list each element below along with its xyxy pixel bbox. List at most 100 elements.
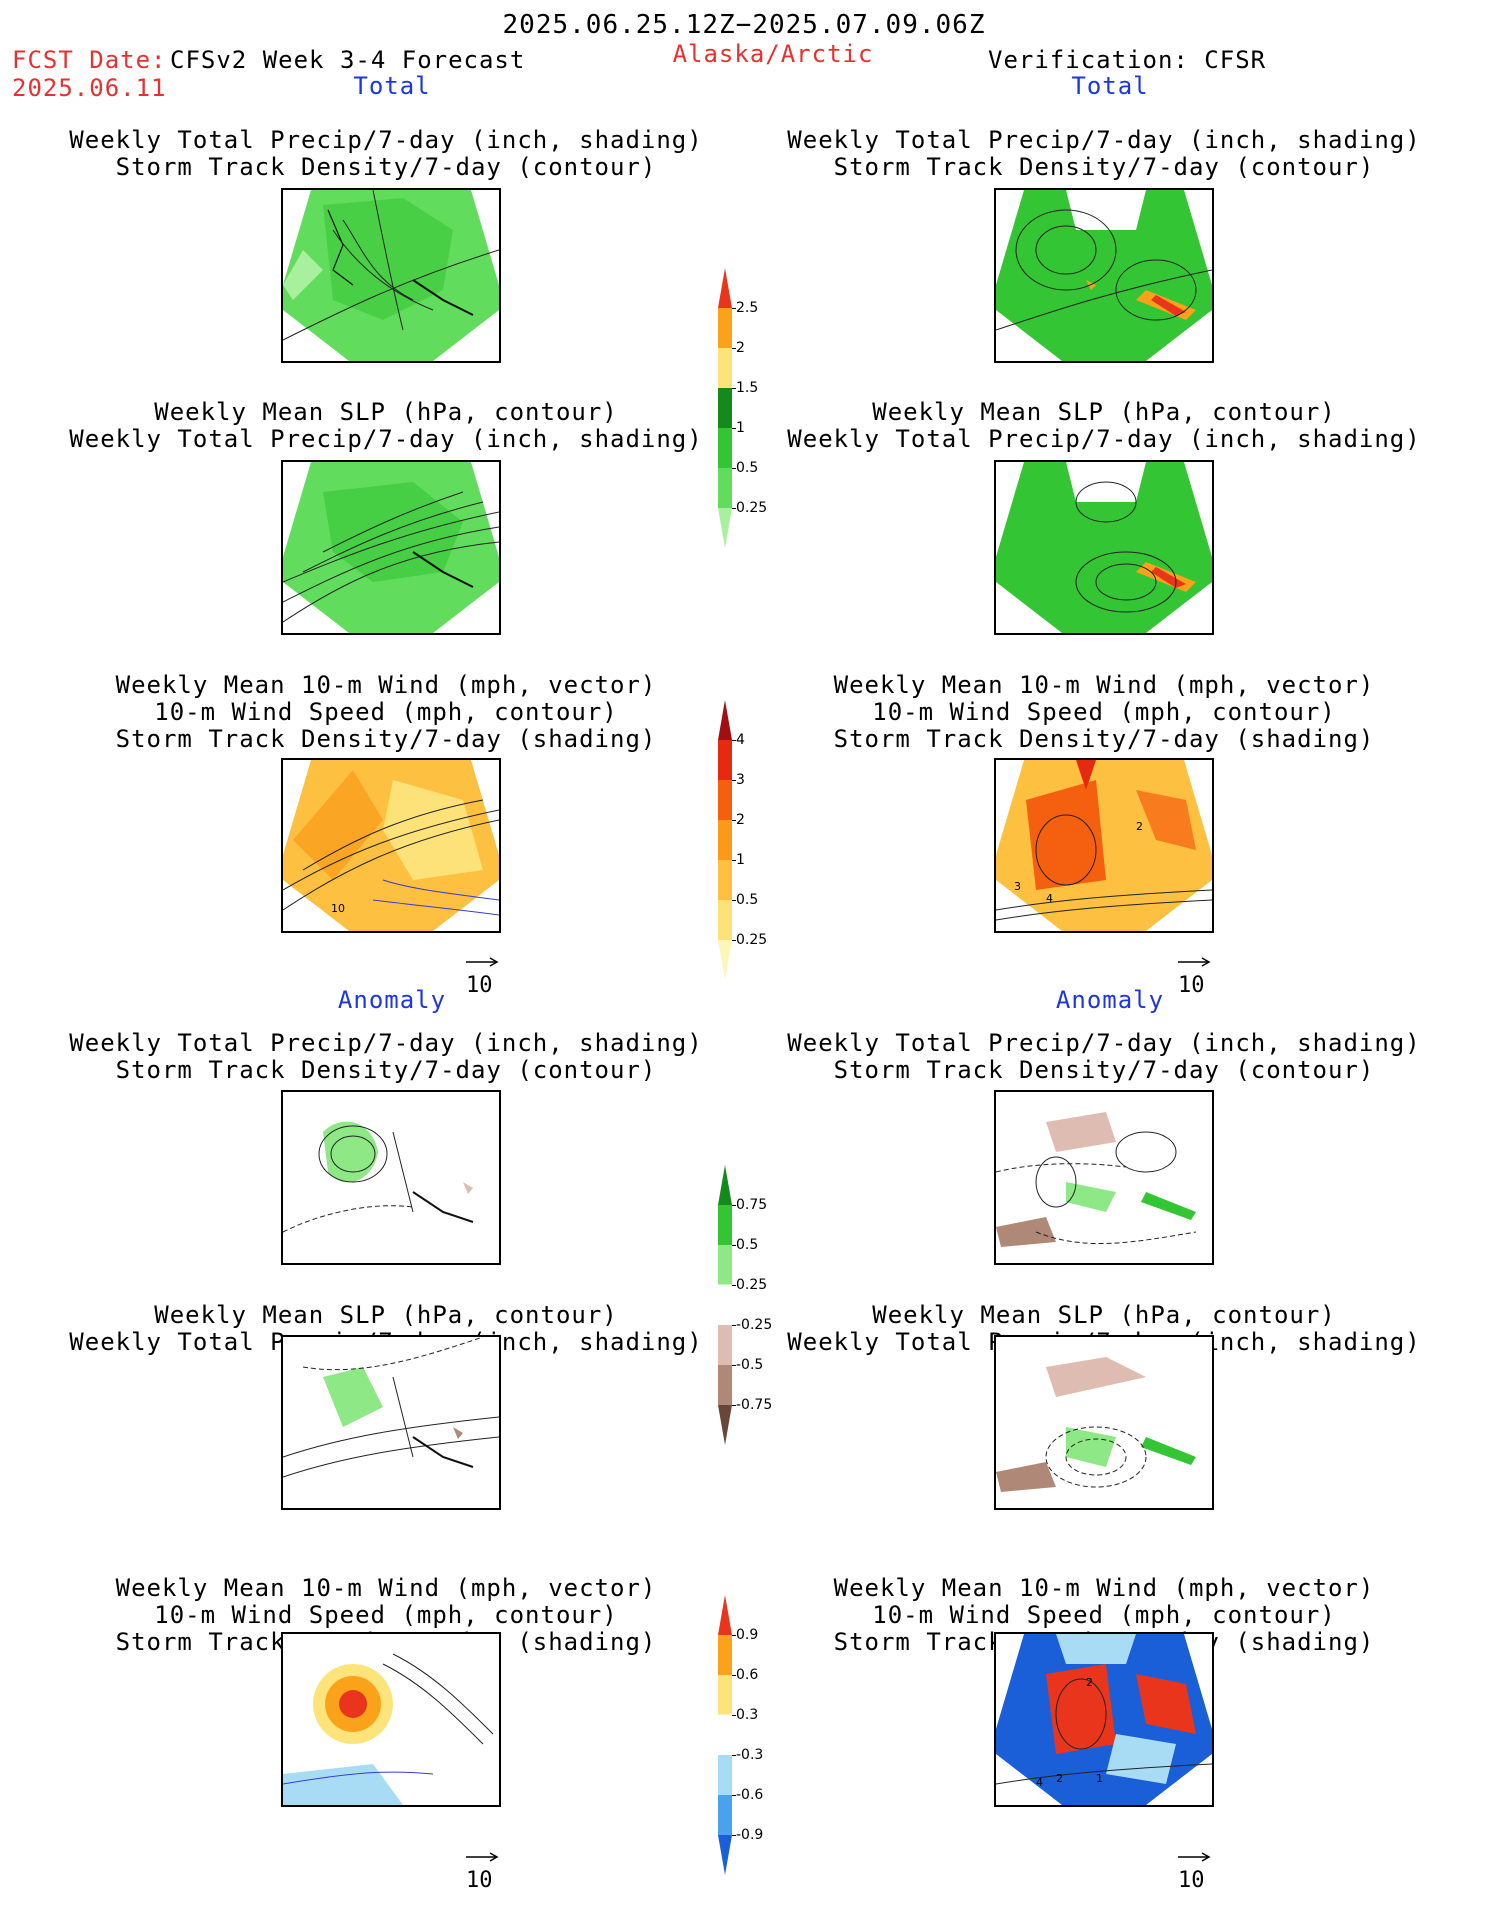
contour-label: 2	[1136, 820, 1143, 833]
colorbar-segment	[718, 1325, 732, 1365]
vector-ref-label: 10	[1178, 973, 1205, 998]
colorbar-tick-label: -0.9	[736, 1827, 764, 1843]
map-total-wind-storm-verification: 3 4 2	[994, 758, 1214, 933]
colorbar-segment	[718, 780, 732, 820]
title-precip-storm-l2: Weekly Total Precip/7-day (inch, shading…	[69, 1029, 703, 1084]
title-wind-storm-r1: Weekly Mean 10-m Wind (mph, vector) 10-m …	[833, 671, 1375, 753]
colorbar-tick-label: 0.5	[736, 892, 759, 908]
colorbar-segment	[718, 1165, 732, 1205]
colorbar-tick-label: 0.5	[736, 460, 759, 476]
map-anom-slp-precip-verification	[994, 1335, 1214, 1510]
colorbar-tick	[732, 900, 736, 901]
section-total-right: Total	[1071, 72, 1149, 100]
colorbar-tick	[732, 1285, 736, 1286]
title-wind-storm-l2: Weekly Mean 10-m Wind (mph, vector) 10-m …	[115, 1574, 657, 1656]
colorbar-tick	[732, 1405, 736, 1406]
vector-ref-label: 10	[1178, 1868, 1205, 1893]
colorbar-tick	[732, 348, 736, 349]
map-total-wind-storm-forecast: 10	[281, 758, 501, 933]
colorbar-tick	[732, 508, 736, 509]
region-label: Alaska/Arctic	[672, 40, 874, 68]
contour-label: 3	[1014, 880, 1021, 893]
title-wind-storm-l1: Weekly Mean 10-m Wind (mph, vector) 10-m …	[115, 671, 657, 753]
colorbar-tick-label: 4	[736, 732, 745, 748]
colorbar-storm-total: 4 3 2 1 0.5 0.25	[718, 700, 767, 986]
colorbar-segment	[717, 1714, 733, 1756]
vector-ref-label: 10	[466, 1868, 493, 1893]
verification-label: Verification: CFSR	[988, 46, 1267, 74]
colorbar-tick-label: 1.5	[736, 380, 759, 396]
map-anom-precip-storm-verification	[994, 1090, 1214, 1265]
colorbar-segment	[718, 900, 732, 940]
colorbar-segment	[718, 308, 732, 348]
colorbar-tick	[732, 1635, 736, 1636]
colorbar-tick	[732, 740, 736, 741]
colorbar-tick	[732, 820, 736, 821]
colorbar-tick-label: 0.25	[736, 500, 768, 516]
map-total-precip-storm-verification	[994, 188, 1214, 363]
colorbar-tick-label: -0.5	[736, 1357, 764, 1373]
vector-ref-label: 10	[466, 973, 493, 998]
colorbar-tick-label: -0.75	[736, 1397, 773, 1413]
colorbar-segment	[718, 1245, 732, 1285]
colorbar-tick	[732, 860, 736, 861]
contour-label: 4	[1036, 1776, 1043, 1789]
contour-label: 2	[1056, 1772, 1063, 1785]
colorbar-tick-label: 0.75	[736, 1197, 768, 1213]
colorbar-segment	[718, 740, 732, 780]
contour-label: 4	[1046, 892, 1053, 905]
colorbar-tick	[732, 428, 736, 429]
colorbar-segment	[718, 1365, 732, 1405]
colorbar-segment	[718, 1405, 732, 1445]
colorbar-tick	[732, 468, 736, 469]
vector-ref-arrow-r2: 10	[1178, 1843, 1212, 1893]
colorbar-tick	[732, 940, 736, 941]
colorbar-precip-total: 2.5 2 1.5 1 0.5 0.25	[718, 268, 767, 554]
map-total-slp-precip-forecast	[281, 460, 501, 635]
contour-label: 1	[1096, 1772, 1103, 1785]
section-anomaly-right: Anomaly	[1055, 986, 1165, 1014]
colorbar-segment	[718, 348, 732, 388]
colorbar-segment	[718, 820, 732, 860]
colorbar-segment	[718, 428, 732, 468]
section-anomaly-left: Anomaly	[337, 986, 447, 1014]
colorbar-tick	[732, 1835, 736, 1836]
map-total-precip-storm-forecast	[281, 188, 501, 363]
title-precip-storm-r1: Weekly Total Precip/7-day (inch, shading…	[787, 126, 1421, 181]
colorbar-segment	[718, 860, 732, 900]
title-precip-storm-r2: Weekly Total Precip/7-day (inch, shading…	[787, 1029, 1421, 1084]
colorbar-segment	[718, 940, 732, 980]
colorbar-segment	[718, 1595, 732, 1635]
map-total-slp-precip-verification	[994, 460, 1214, 635]
colorbar-segment	[718, 700, 732, 740]
colorbar-tick	[732, 1365, 736, 1366]
colorbar-segment	[718, 508, 732, 548]
vector-ref-arrow-l1: 10	[466, 948, 500, 998]
colorbar-tick-label: 3	[736, 772, 745, 788]
title-slp-precip-l1: Weekly Mean SLP (hPa, contour) Weekly Tot…	[69, 398, 703, 453]
colorbar-tick-label: 0.3	[736, 1707, 759, 1723]
colorbar-tick	[732, 1205, 736, 1206]
colorbar-tick-label: 0.25	[736, 1277, 768, 1293]
colorbar-tick	[732, 1715, 736, 1716]
colorbar-segment	[718, 1795, 732, 1835]
colorbar-precip-anom: 0.75 0.5 0.25 -0.25 -0.5 -0.75	[717, 1165, 772, 1451]
colorbar-tick-label: 0.9	[736, 1627, 759, 1643]
title-slp-precip-r1: Weekly Mean SLP (hPa, contour) Weekly Tot…	[787, 398, 1421, 453]
colorbar-tick	[732, 1325, 736, 1326]
colorbar-tick-label: -0.3	[736, 1747, 764, 1763]
colorbar-storm-anom: 0.9 0.6 0.3 -0.3 -0.6 -0.9	[717, 1595, 763, 1881]
title-slp-precip-r2: Weekly Mean SLP (hPa, contour) Weekly Tot…	[787, 1301, 1421, 1356]
section-total-left: Total	[353, 72, 431, 100]
vector-ref-arrow-l2: 10	[466, 1843, 500, 1893]
colorbar-segment	[718, 1755, 732, 1795]
date-range: 2025.06.25.12Z−2025.07.09.06Z	[502, 10, 986, 40]
colorbar-tick	[732, 1245, 736, 1246]
colorbar-segment	[718, 1205, 732, 1245]
vector-ref-arrow-r1: 10	[1178, 948, 1212, 998]
colorbar-segment	[718, 1835, 732, 1875]
colorbar-tick	[732, 780, 736, 781]
colorbar-tick-label: 0.5	[736, 1237, 759, 1253]
fcst-date: 2025.06.11	[12, 74, 167, 102]
colorbar-segment	[718, 1675, 732, 1715]
